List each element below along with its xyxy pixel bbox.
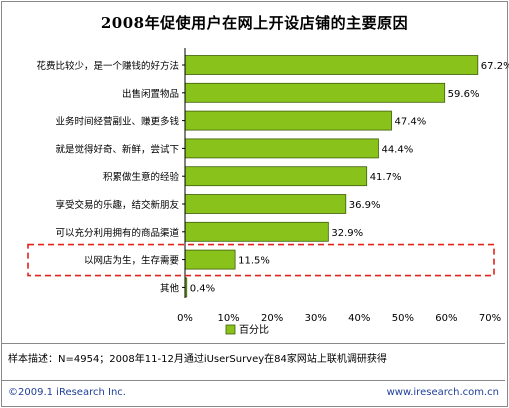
value-label: 67.2% [481,61,509,72]
bar [184,221,329,242]
category-label: 其他 [160,282,180,294]
value-label: 36.9% [349,200,381,211]
copyright-text: ©2009.1 iResearch Inc. [8,387,126,398]
bar-chart: 花费比较少，是一个赚钱的好方法 67.2% 出售闲置物品 59.6% 业务时间经营副业、… [27,48,509,336]
value-label: 41.7% [370,172,402,183]
bar [184,55,479,75]
category-label: 享受交易的乐趣，结交新朋友 [55,199,179,211]
value-label: 47.4% [395,117,427,128]
highlight-box [27,243,495,277]
category-label: 积累做生意的经验 [103,171,180,183]
sample-description: 样本描述：N=4954；2008年11-12月通过iUserSurvey在84家… [8,354,387,365]
bar [184,166,368,187]
x-tick-label: 70% [479,313,501,324]
category-label: 就是觉得好奇、新鲜，尝试下 [55,143,179,155]
category-label: 可以充分利用拥有的商品渠道 [55,227,179,239]
x-tick-label: 30% [305,313,327,324]
website-link[interactable]: www.iresearch.com.cn [386,387,499,398]
chart-title: 2008年促使用户在网上开设店铺的主要原因 [100,14,409,32]
category-label: 花费比较少，是一个赚钱的好方法 [36,60,179,72]
value-label: 32.9% [331,228,363,239]
bar [184,194,347,214]
legend-label: 百分比 [239,324,269,336]
bar [184,110,392,131]
footer-separator [2,343,505,344]
bar [184,138,379,159]
x-tick-label: 10% [217,313,239,324]
bar [184,82,446,103]
value-label: 44.4% [381,144,413,155]
category-label: 出售闲置物品 [122,88,179,100]
x-tick-label: 20% [261,313,283,324]
legend-swatch [225,324,236,335]
value-label: 59.6% [448,89,480,100]
value-label: 0.4% [190,283,215,294]
category-label: 业务时间经营副业、赚更多钱 [55,116,179,128]
bar [184,249,236,270]
x-tick-label: 50% [392,313,414,324]
x-tick-label: 60% [435,313,457,324]
category-label: 以网店为生，生存需要 [84,255,179,267]
value-label: 11.5% [238,256,270,267]
x-tick-label: 0% [177,313,193,324]
copyright-separator [2,380,505,381]
x-tick-label: 40% [348,313,370,324]
